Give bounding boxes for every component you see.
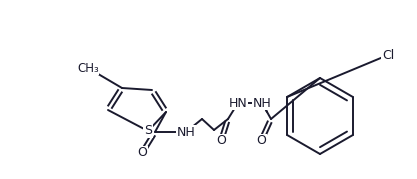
Text: HN: HN xyxy=(229,96,247,110)
Text: Cl: Cl xyxy=(382,49,394,62)
Text: O: O xyxy=(137,146,147,159)
Text: O: O xyxy=(216,134,226,147)
Text: O: O xyxy=(256,134,266,147)
Text: S: S xyxy=(144,125,152,137)
Text: CH₃: CH₃ xyxy=(77,62,99,74)
Text: NH: NH xyxy=(253,96,271,110)
Text: NH: NH xyxy=(177,125,196,139)
